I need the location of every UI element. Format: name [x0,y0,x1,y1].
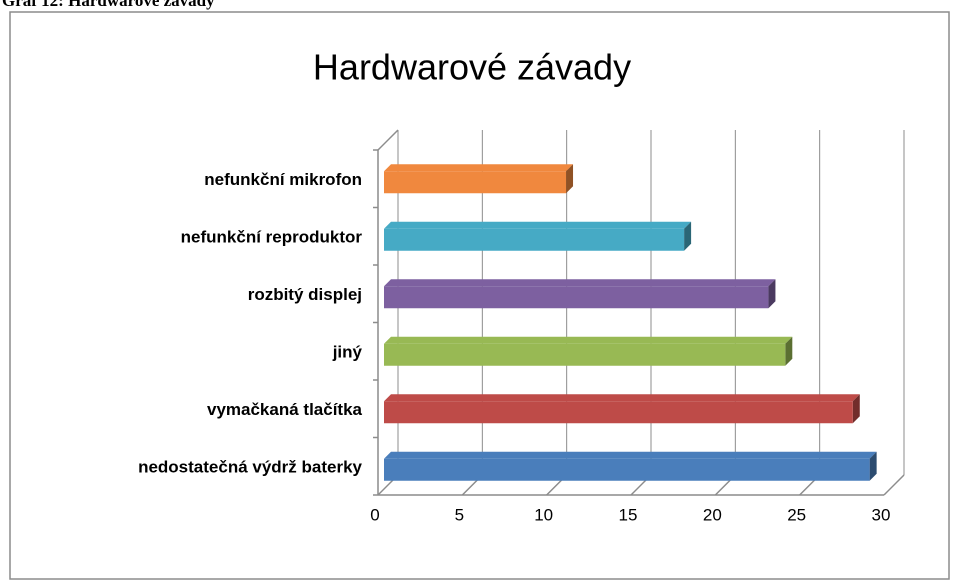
chart-border [9,11,950,580]
x-tick-label: 20 [703,505,722,524]
y-tick-label: nefunkční mikrofon [204,170,362,189]
bar [384,336,793,366]
bar-face [852,394,860,424]
bar-face [785,336,793,366]
bar-face [384,343,786,366]
bar-face [384,451,877,459]
bar-face [566,164,574,194]
bar-face [684,221,692,251]
bar-face [384,279,776,287]
bar [384,279,776,309]
x-tick-label: 25 [787,505,806,524]
bar [384,221,692,251]
y-tick-label: rozbitý displej [248,285,362,304]
axis-line [377,129,399,151]
x-tick-label: 30 [872,505,891,524]
bar-face [768,279,776,309]
bar-face [384,286,769,309]
bar-face [384,221,692,229]
x-tick-label: 10 [534,505,553,524]
caption: Graf 12: Hardwarové závady [2,0,215,10]
bar-face [384,458,870,481]
bar-face [384,401,853,424]
chart-title: Hardwarové závady [313,47,631,88]
bar-face [384,394,860,402]
bar-face [384,164,574,172]
grid-line [883,474,905,496]
y-tick-label: nefunkční reproduktor [181,228,363,247]
bar [384,394,860,424]
bar-face [869,451,877,481]
x-tick-label: 15 [619,505,638,524]
bar-face [384,336,793,344]
bar [384,164,574,194]
y-tick-label: nedostatečná výdrž baterky [138,458,362,477]
y-tick-label: jiný [332,343,363,362]
x-tick-label: 0 [370,505,379,524]
bar [384,451,877,481]
bar-face [384,228,685,251]
y-tick-label: vymačkaná tlačítka [207,400,363,419]
bar-face [384,171,567,194]
x-tick-label: 5 [455,505,464,524]
